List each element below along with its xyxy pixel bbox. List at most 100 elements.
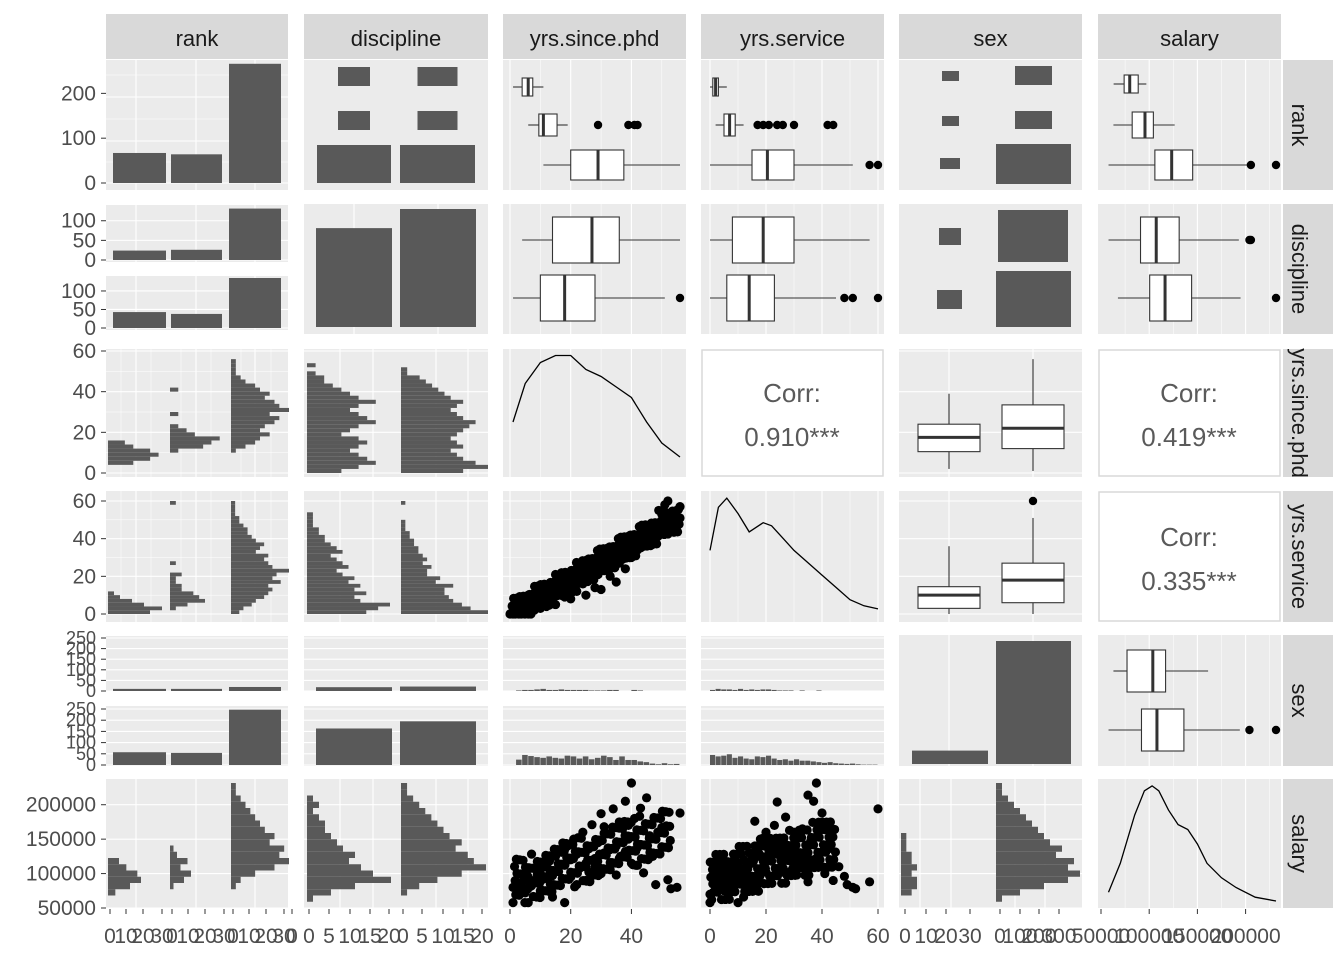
hist-phd-asstprof: [108, 453, 159, 457]
hist-phd-assocprof: [170, 445, 203, 449]
bar-hist-service-female: [760, 689, 765, 691]
point-phd-service: [663, 496, 672, 505]
hist-service-prof: [231, 550, 256, 554]
point-service-salary: [807, 833, 816, 842]
point-phd-salary: [548, 852, 557, 861]
y-tick-label: 0: [84, 462, 96, 485]
hist-service-discipline-A: [307, 531, 319, 535]
x-tick-label: 30: [958, 925, 981, 948]
hist-service-discipline-A: [307, 595, 354, 599]
point-phd-salary: [547, 887, 556, 896]
hist-salary-discipline-A: [307, 827, 325, 833]
hist-phd-prof: [231, 416, 279, 420]
corr-label: Corr:: [1160, 522, 1218, 552]
box-service-prof-outlier: [874, 161, 882, 169]
hist-phd-assocprof: [170, 432, 195, 436]
hist-salary-discipline-A: [307, 802, 319, 808]
point-phd-service: [673, 527, 682, 536]
hist-phd-discipline-A: [307, 396, 359, 400]
point-service-salary: [771, 834, 780, 843]
column-strip-label: rank: [176, 26, 220, 51]
hist-salary-discipline-B: [401, 889, 407, 895]
point-service-salary: [776, 856, 785, 865]
point-phd-salary: [564, 875, 573, 884]
hist-phd-prof: [231, 428, 260, 432]
point-phd-service: [556, 591, 565, 600]
hist-service-prof: [231, 584, 268, 588]
hist-service-prof: [231, 558, 264, 562]
point-service-salary: [765, 871, 774, 880]
hist-phd-discipline-B: [401, 440, 457, 444]
bar-hist-service-male: [749, 759, 754, 765]
x-tick-label: 20: [934, 925, 957, 948]
point-service-salary: [800, 871, 809, 880]
point-phd-salary: [647, 820, 656, 829]
bar-sex-male-by-rank: [229, 710, 281, 765]
point-service-salary: [709, 888, 718, 897]
point-phd-salary: [619, 838, 628, 847]
hist-salary-male: [996, 814, 1026, 820]
bar-hist-phd-female: [516, 690, 522, 691]
bar-sex-female-prof: [940, 158, 960, 169]
point-phd-service: [660, 516, 669, 525]
point-phd-salary: [543, 873, 552, 882]
bar-hist-phd-male: [583, 756, 589, 765]
bar-hist-phd-female: [546, 690, 552, 691]
bar-hist-phd-male: [674, 764, 680, 765]
bar-hist-service-female: [721, 689, 726, 691]
hist-service-discipline-A: [307, 550, 343, 554]
panel-sex-salary: [1098, 635, 1281, 766]
y-tick-label: 200: [61, 82, 96, 105]
point-phd-service: [612, 542, 621, 551]
bar-sex-female-discipline-B: [937, 290, 962, 309]
box-service-discipline-B-outlier: [849, 294, 857, 302]
point-service-salary: [813, 848, 822, 857]
point-phd-salary: [635, 812, 644, 821]
hist-salary-prof: [231, 821, 260, 827]
hist-salary-asstprof: [108, 883, 130, 889]
bar-hist-service-female: [738, 689, 743, 691]
box-salary-prof-outlier: [1247, 161, 1255, 169]
hist-salary-asstprof: [108, 864, 126, 870]
hist-phd-prof: [231, 445, 246, 449]
bar-hist-phd-female: [552, 690, 558, 691]
hist-salary-asstprof: [108, 877, 141, 883]
hist-salary-discipline-A: [307, 877, 391, 883]
point-service-salary: [784, 841, 793, 850]
point-phd-salary: [642, 793, 651, 802]
hist-salary-prof: [231, 864, 275, 870]
hist-phd-discipline-A: [307, 445, 359, 449]
point-phd-salary: [581, 862, 590, 871]
hist-service-prof: [231, 546, 260, 550]
point-phd-salary: [606, 865, 615, 874]
point-phd-service: [570, 566, 579, 575]
bar-hist-phd-female: [534, 689, 540, 691]
bar-sex-male-assocprof: [1015, 111, 1052, 129]
hist-salary-prof: [231, 883, 236, 889]
point-phd-salary: [581, 848, 590, 857]
point-service-salary: [801, 840, 810, 849]
row-strip-label: yrs.since.phd: [1287, 348, 1312, 478]
panel-salary-density: [1098, 779, 1281, 908]
point-phd-salary: [609, 804, 618, 813]
bar-hist-phd-male: [631, 760, 637, 765]
hist-service-discipline-B: [401, 588, 445, 592]
hist-salary-discipline-A: [307, 896, 313, 902]
bar-hist-service-female: [744, 690, 749, 691]
bar-hist-service-male: [772, 759, 777, 765]
bar-discipline-by-rank: [113, 312, 166, 328]
point-service-salary: [825, 855, 834, 864]
point-service-salary: [790, 856, 799, 865]
point-phd-salary: [552, 866, 561, 875]
hist-salary-discipline-B: [401, 821, 437, 827]
bar-hist-phd-male: [589, 759, 595, 765]
hist-salary-male: [996, 802, 1014, 808]
hist-salary-discipline-B: [401, 814, 431, 820]
hist-salary-male: [996, 858, 1074, 864]
hist-salary-discipline-B: [401, 827, 444, 833]
x-tick-label: 0: [397, 925, 409, 948]
bar-sex-female-discipline-A: [939, 228, 961, 245]
point-phd-salary: [631, 847, 640, 856]
hist-salary-discipline-B: [401, 864, 486, 870]
hist-service-discipline-A: [307, 546, 337, 550]
